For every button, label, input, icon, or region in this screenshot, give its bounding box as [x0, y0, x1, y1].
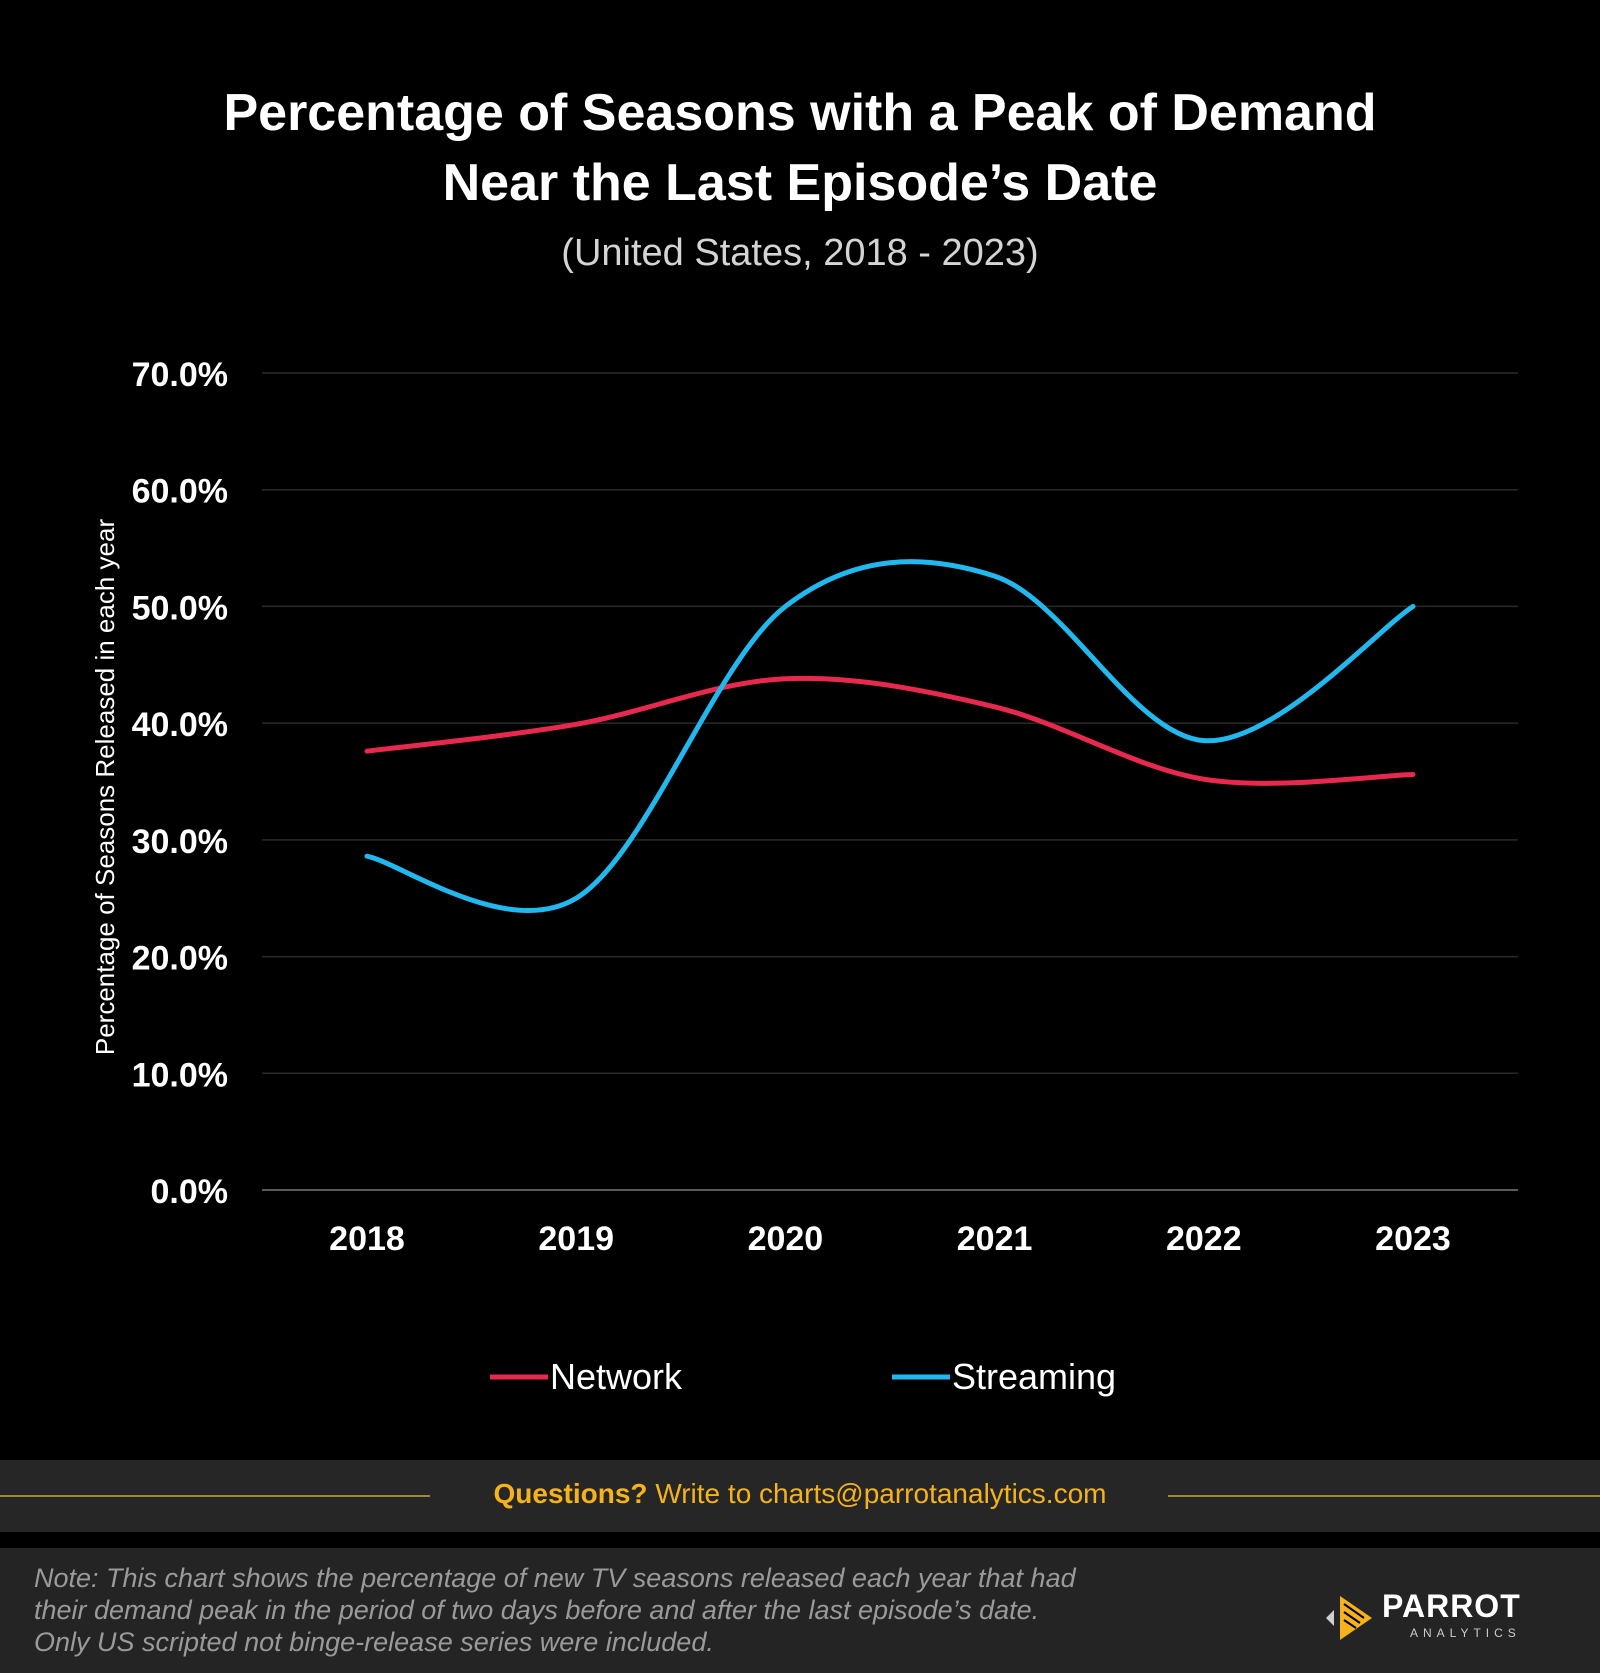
line-chart: 0.0%10.0%20.0%30.0%40.0%50.0%60.0%70.0% … — [90, 356, 1518, 1397]
questions-label: Questions? — [493, 1478, 648, 1509]
y-tick-label: 10.0% — [132, 1056, 228, 1094]
series-lines — [364, 559, 1416, 913]
chart-subtitle: (United States, 2018 - 2023) — [561, 232, 1039, 274]
y-axis-label: Percentage of Seasons Released in each y… — [90, 519, 120, 1056]
y-tick-label: 40.0% — [132, 706, 228, 744]
x-tick-label: 2023 — [1375, 1220, 1451, 1258]
legend-item-streaming: Streaming — [892, 1356, 1116, 1397]
footer-divider-right — [1168, 1495, 1600, 1497]
legend: Network Streaming — [490, 1356, 1116, 1397]
x-tick-label: 2020 — [748, 1220, 824, 1258]
logo-wordmark: PARROT — [1382, 1588, 1521, 1624]
y-tick-label: 30.0% — [132, 823, 228, 861]
note-line-1: Note: This chart shows the percentage of… — [34, 1563, 1076, 1593]
legend-label-network: Network — [550, 1356, 683, 1397]
chart-title: Percentage of Seasons with a Peak of Dem… — [0, 78, 1600, 218]
contact-email-link[interactable]: Write to charts@parrotanalytics.com — [655, 1478, 1107, 1509]
y-tick-label: 60.0% — [132, 473, 228, 511]
logo-subtitle: ANALYTICS — [1410, 1626, 1521, 1640]
y-tick-label: 0.0% — [151, 1173, 229, 1211]
y-axis-ticks: 0.0% 10.0% 20.0% 30.0% 40.0% 50.0% 60.0% 70.0% — [132, 356, 228, 1211]
chart-note: Note: This chart shows the percentage of… — [34, 1562, 1234, 1658]
legend-item-network: Network — [490, 1356, 683, 1397]
chart-title-line-2: Near the Last Episode’s Date — [442, 154, 1158, 212]
series-line-streaming — [364, 559, 1416, 913]
footer-divider-left — [0, 1495, 430, 1497]
chart-title-line-1: Percentage of Seasons with a Peak of Dem… — [223, 84, 1377, 142]
contact-band: Questions? Write to charts@parrotanalyti… — [0, 1460, 1600, 1532]
note-line-3: Only US scripted not binge-release serie… — [34, 1627, 714, 1657]
grid-lines — [262, 372, 1518, 1191]
series-line-network — [364, 675, 1416, 786]
parrot-analytics-logo: PARROT ANALYTICS — [1322, 1588, 1542, 1648]
y-tick-label: 20.0% — [132, 940, 228, 978]
parrot-logo-icon — [1326, 1596, 1372, 1640]
legend-label-streaming: Streaming — [952, 1356, 1116, 1397]
x-tick-label: 2018 — [329, 1220, 405, 1258]
note-band: Note: This chart shows the percentage of… — [0, 1548, 1600, 1673]
y-tick-label: 70.0% — [132, 356, 228, 394]
x-tick-label: 2019 — [538, 1220, 614, 1258]
y-tick-label: 50.0% — [132, 589, 228, 627]
x-tick-label: 2022 — [1166, 1220, 1242, 1258]
contact-text: Questions? Write to charts@parrotanalyti… — [0, 1478, 1600, 1510]
x-tick-label: 2021 — [957, 1220, 1033, 1258]
note-line-2: their demand peak in the period of two d… — [34, 1595, 1040, 1625]
x-axis-ticks: 2018 2019 2020 2021 2022 2023 — [329, 1220, 1451, 1258]
